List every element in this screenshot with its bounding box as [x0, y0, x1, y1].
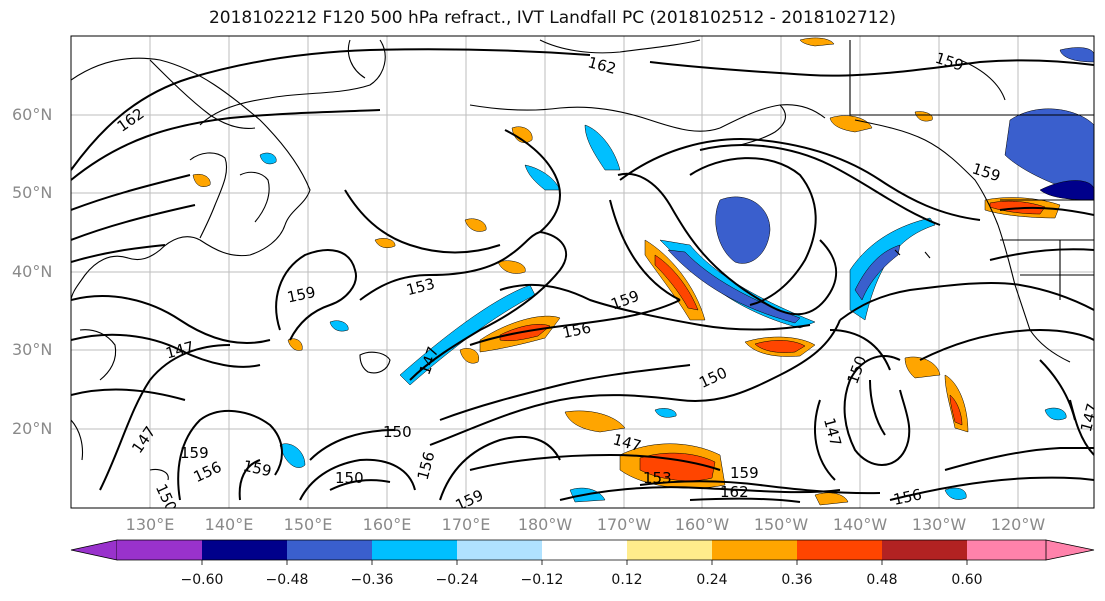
contour-label: 147: [128, 423, 159, 457]
contour-label: 159: [453, 486, 487, 514]
contour-label: 156: [892, 485, 924, 509]
lat-label: 50°N: [12, 183, 53, 202]
contour-label: 147: [164, 338, 196, 363]
colorbar-bin: [287, 540, 372, 560]
contour-label: 162: [586, 53, 618, 78]
colorbar-bin: [542, 540, 627, 560]
lon-label: 160°E: [362, 515, 412, 534]
colorbar-tick-label: −0.12: [520, 572, 564, 588]
colorbar-bin: [967, 540, 1046, 560]
colorbar-tick-label: 0.36: [781, 572, 813, 588]
colorbar-tick-label: −0.48: [265, 572, 309, 588]
contour-label: 159: [970, 159, 1003, 185]
filled-anomalies: [192, 37, 1094, 506]
contour-label: 159: [241, 457, 273, 481]
contour-label: 153: [643, 469, 672, 487]
contour-label: 162: [114, 104, 148, 135]
contour-label: 153: [404, 274, 436, 299]
contour-label: 159: [285, 283, 317, 307]
lon-label: 180°W: [517, 515, 573, 534]
lon-label: 140°E: [204, 515, 254, 534]
colorbar-extend-min: [70, 539, 118, 561]
colorbar-bin: [627, 540, 712, 560]
colorbar-bin: [882, 540, 967, 560]
contour-label: 150: [152, 481, 180, 515]
contour-label: 147: [611, 430, 643, 455]
lon-label: 150°E: [283, 515, 333, 534]
map-title: 2018102212 F120 500 hPa refract., IVT La…: [208, 8, 896, 28]
lat-label: 60°N: [12, 105, 53, 124]
contour-label: 156: [561, 319, 593, 343]
lon-label: 120°W: [990, 515, 1046, 534]
contour-label: 147: [416, 344, 443, 377]
lon-label: 160°W: [674, 515, 730, 534]
contour-label: 150: [383, 423, 412, 441]
contour-label: 156: [414, 450, 439, 482]
contour-label: 159: [180, 444, 209, 462]
coastlines: [71, 39, 1094, 481]
height-contours: [71, 48, 1094, 503]
colorbar-bin: [457, 540, 542, 560]
lon-label: 170°W: [596, 515, 652, 534]
colorbar-tick-label: −0.24: [435, 572, 479, 588]
contour-label: 159: [609, 287, 642, 314]
colorbar-bin: [372, 540, 457, 560]
contour-label: 147: [820, 416, 845, 448]
map-plot-area: 162 162 159 159 153 147 147 159 156 150 …: [71, 36, 1102, 515]
contour-labels: 162 162 159 159 153 147 147 159 156 150 …: [114, 49, 1102, 515]
colorbar-bin: [202, 540, 287, 560]
colorbar-bin: [712, 540, 797, 560]
contour-label: 159: [933, 49, 966, 75]
contour-label: 150: [844, 353, 871, 386]
lat-label: 30°N: [12, 340, 53, 359]
lon-label: 150°W: [753, 515, 809, 534]
lon-label: 140°W: [832, 515, 888, 534]
colorbar-tick-label: 0.48: [866, 572, 898, 588]
map-frame: [70, 35, 1095, 509]
lat-label: 40°N: [12, 262, 53, 281]
colorbar-bin: [797, 540, 882, 560]
lon-label: 130°E: [125, 515, 175, 534]
colorbar: [70, 539, 1095, 565]
colorbar-tick-label: 0.60: [951, 572, 983, 588]
colorbar-tick-label: −0.60: [180, 572, 224, 588]
lat-label: 20°N: [12, 419, 53, 438]
colorbar-tick-label: 0.12: [611, 572, 643, 588]
colorbar-tick-label: 0.24: [696, 572, 728, 588]
contour-label: 159: [730, 464, 759, 482]
contour-label: 150: [696, 363, 730, 391]
contour-label: 162: [720, 483, 749, 501]
lon-label: 130°W: [911, 515, 967, 534]
contour-label: 147: [1077, 401, 1102, 433]
contour-label: 150: [335, 469, 364, 487]
colorbar-bin: [117, 540, 202, 560]
lon-label: 170°E: [441, 515, 491, 534]
colorbar-extend-max: [1045, 539, 1095, 561]
colorbar-tick-label: −0.36: [350, 572, 394, 588]
